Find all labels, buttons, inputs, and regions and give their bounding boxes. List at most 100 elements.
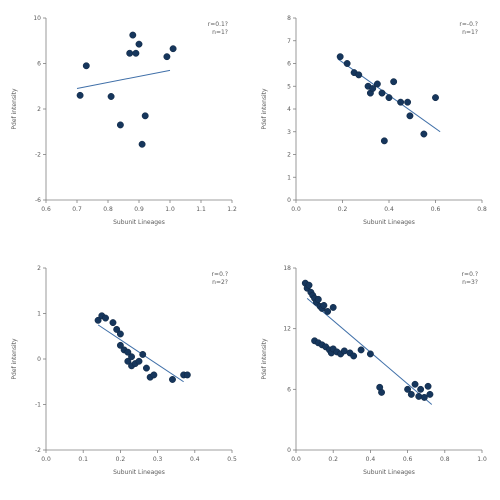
data-point — [163, 53, 171, 61]
y-tick-label: 6 — [287, 61, 291, 68]
data-point — [357, 346, 365, 354]
x-tick-label: 0.0 — [41, 456, 51, 463]
x-tick-label: 0.7 — [72, 206, 82, 213]
stats-label: n=1? — [212, 29, 228, 36]
data-point — [124, 348, 132, 356]
data-point — [138, 140, 146, 148]
x-tick-label: 1.1 — [196, 206, 206, 213]
x-tick-label: 0.3 — [153, 456, 163, 463]
y-tick-label: 1 — [37, 311, 41, 318]
x-tick-label: 0.0 — [291, 206, 301, 213]
data-point — [378, 89, 386, 97]
y-tick-label: 10 — [33, 15, 41, 22]
data-point — [380, 137, 388, 145]
data-point — [169, 376, 176, 383]
scatter-plot-1: 0.6 0.7 0.8 0.9 1.0 1.1 1.2 10 6 2 -2 -6 Subunit Lin… — [11, 15, 237, 226]
data-point — [324, 308, 332, 315]
data-point — [113, 325, 121, 333]
data-point — [355, 71, 363, 79]
panel-3: 0.0 0.1 0.2 0.3 0.4 0.5 2 1 0 -1 -2 Subunit Lineage… — [0, 250, 250, 500]
x-tick-label: 0.6 — [41, 206, 51, 213]
data-point — [432, 94, 439, 102]
y-axis-label: Pdef intensity — [11, 88, 18, 130]
data-point — [407, 390, 415, 398]
data-point — [116, 341, 124, 349]
x-axis-label: Subunit Lineages — [363, 469, 415, 476]
data-point — [366, 350, 374, 358]
data-point — [404, 98, 412, 106]
data-point — [378, 388, 386, 396]
stats-label: r=0.? — [212, 271, 228, 278]
x-tick-label: 0.4 — [190, 456, 200, 463]
data-point — [132, 49, 140, 57]
data-point — [385, 94, 393, 102]
data-point — [320, 301, 328, 309]
data-point — [116, 121, 124, 129]
x-tick-label: 0.8 — [440, 456, 450, 463]
data-point — [142, 364, 150, 372]
y-tick-label: -2 — [35, 447, 41, 454]
y-tick-label: 3 — [287, 129, 291, 136]
data-point — [397, 98, 405, 106]
x-tick-label: 0.8 — [477, 206, 487, 213]
stats-label: r=0.1? — [208, 21, 228, 28]
data-point — [390, 78, 398, 86]
y-tick-label: 6 — [287, 386, 291, 393]
x-tick-label: 1.0 — [165, 206, 175, 213]
x-tick-label: 1.0 — [477, 456, 487, 463]
y-tick-label: -6 — [35, 197, 41, 204]
data-point — [128, 353, 136, 361]
x-axis-label: Subunit Lineages — [113, 219, 165, 226]
stats-label: n=1? — [462, 29, 478, 36]
data-point — [82, 62, 90, 70]
y-tick-label: 2 — [287, 152, 291, 159]
x-tick-label: 0.5 — [227, 456, 237, 463]
data-point — [420, 393, 428, 401]
trend-line — [76, 69, 171, 90]
data-point — [415, 392, 423, 400]
y-tick-label: 5 — [287, 83, 291, 90]
data-point — [150, 371, 158, 379]
scatter-plot-4: 0.0 0.2 0.4 0.6 0.8 1.0 18 12 6 0 Subunit Lineages… — [261, 265, 487, 476]
y-tick-label: 1 — [287, 174, 291, 181]
stats-label: r=0.? — [462, 271, 478, 278]
data-point — [183, 371, 191, 379]
data-point — [336, 53, 344, 61]
y-tick-label: 6 — [37, 61, 41, 68]
y-tick-label: 12 — [283, 326, 291, 333]
y-axis-label: Pdef intensity — [11, 338, 18, 380]
data-point — [94, 316, 102, 324]
stats-label: n=3? — [462, 279, 478, 286]
data-point — [406, 112, 414, 120]
y-axis-label: Pdef intensity — [261, 88, 268, 130]
y-tick-label: -1 — [35, 402, 41, 409]
x-tick-label: 0.6 — [403, 456, 413, 463]
scatter-plot-3: 0.0 0.1 0.2 0.3 0.4 0.5 2 1 0 -1 -2 Subunit Lineage… — [11, 265, 237, 476]
data-point — [417, 385, 425, 393]
scatter-plot-2: 0.0 0.2 0.4 0.6 0.8 8 7 6 5 4 3 2 1 0 Subunit Lineages… — [261, 15, 487, 226]
data-point — [404, 385, 412, 393]
y-tick-label: 0 — [287, 197, 291, 204]
data-point — [109, 319, 117, 327]
y-tick-label: 0 — [37, 356, 41, 363]
data-point — [411, 380, 419, 388]
panel-4: 0.0 0.2 0.4 0.6 0.8 1.0 18 12 6 0 Subunit Lineages… — [250, 250, 500, 500]
x-tick-label: 0.0 — [291, 456, 301, 463]
data-point — [305, 281, 313, 289]
data-point — [107, 93, 115, 100]
data-point — [420, 130, 428, 138]
data-point — [126, 49, 134, 57]
y-tick-label: 0 — [287, 447, 291, 454]
x-tick-label: 0.2 — [338, 206, 348, 213]
data-point — [369, 85, 377, 92]
x-tick-label: 0.1 — [78, 456, 88, 463]
y-tick-label: 2 — [37, 265, 41, 272]
x-tick-label: 0.6 — [431, 206, 441, 213]
y-tick-label: 18 — [283, 265, 291, 272]
x-tick-label: 1.2 — [227, 206, 237, 213]
y-tick-label: 8 — [287, 15, 291, 22]
x-tick-label: 0.2 — [328, 456, 338, 463]
data-point — [314, 295, 322, 303]
data-point — [102, 314, 109, 322]
